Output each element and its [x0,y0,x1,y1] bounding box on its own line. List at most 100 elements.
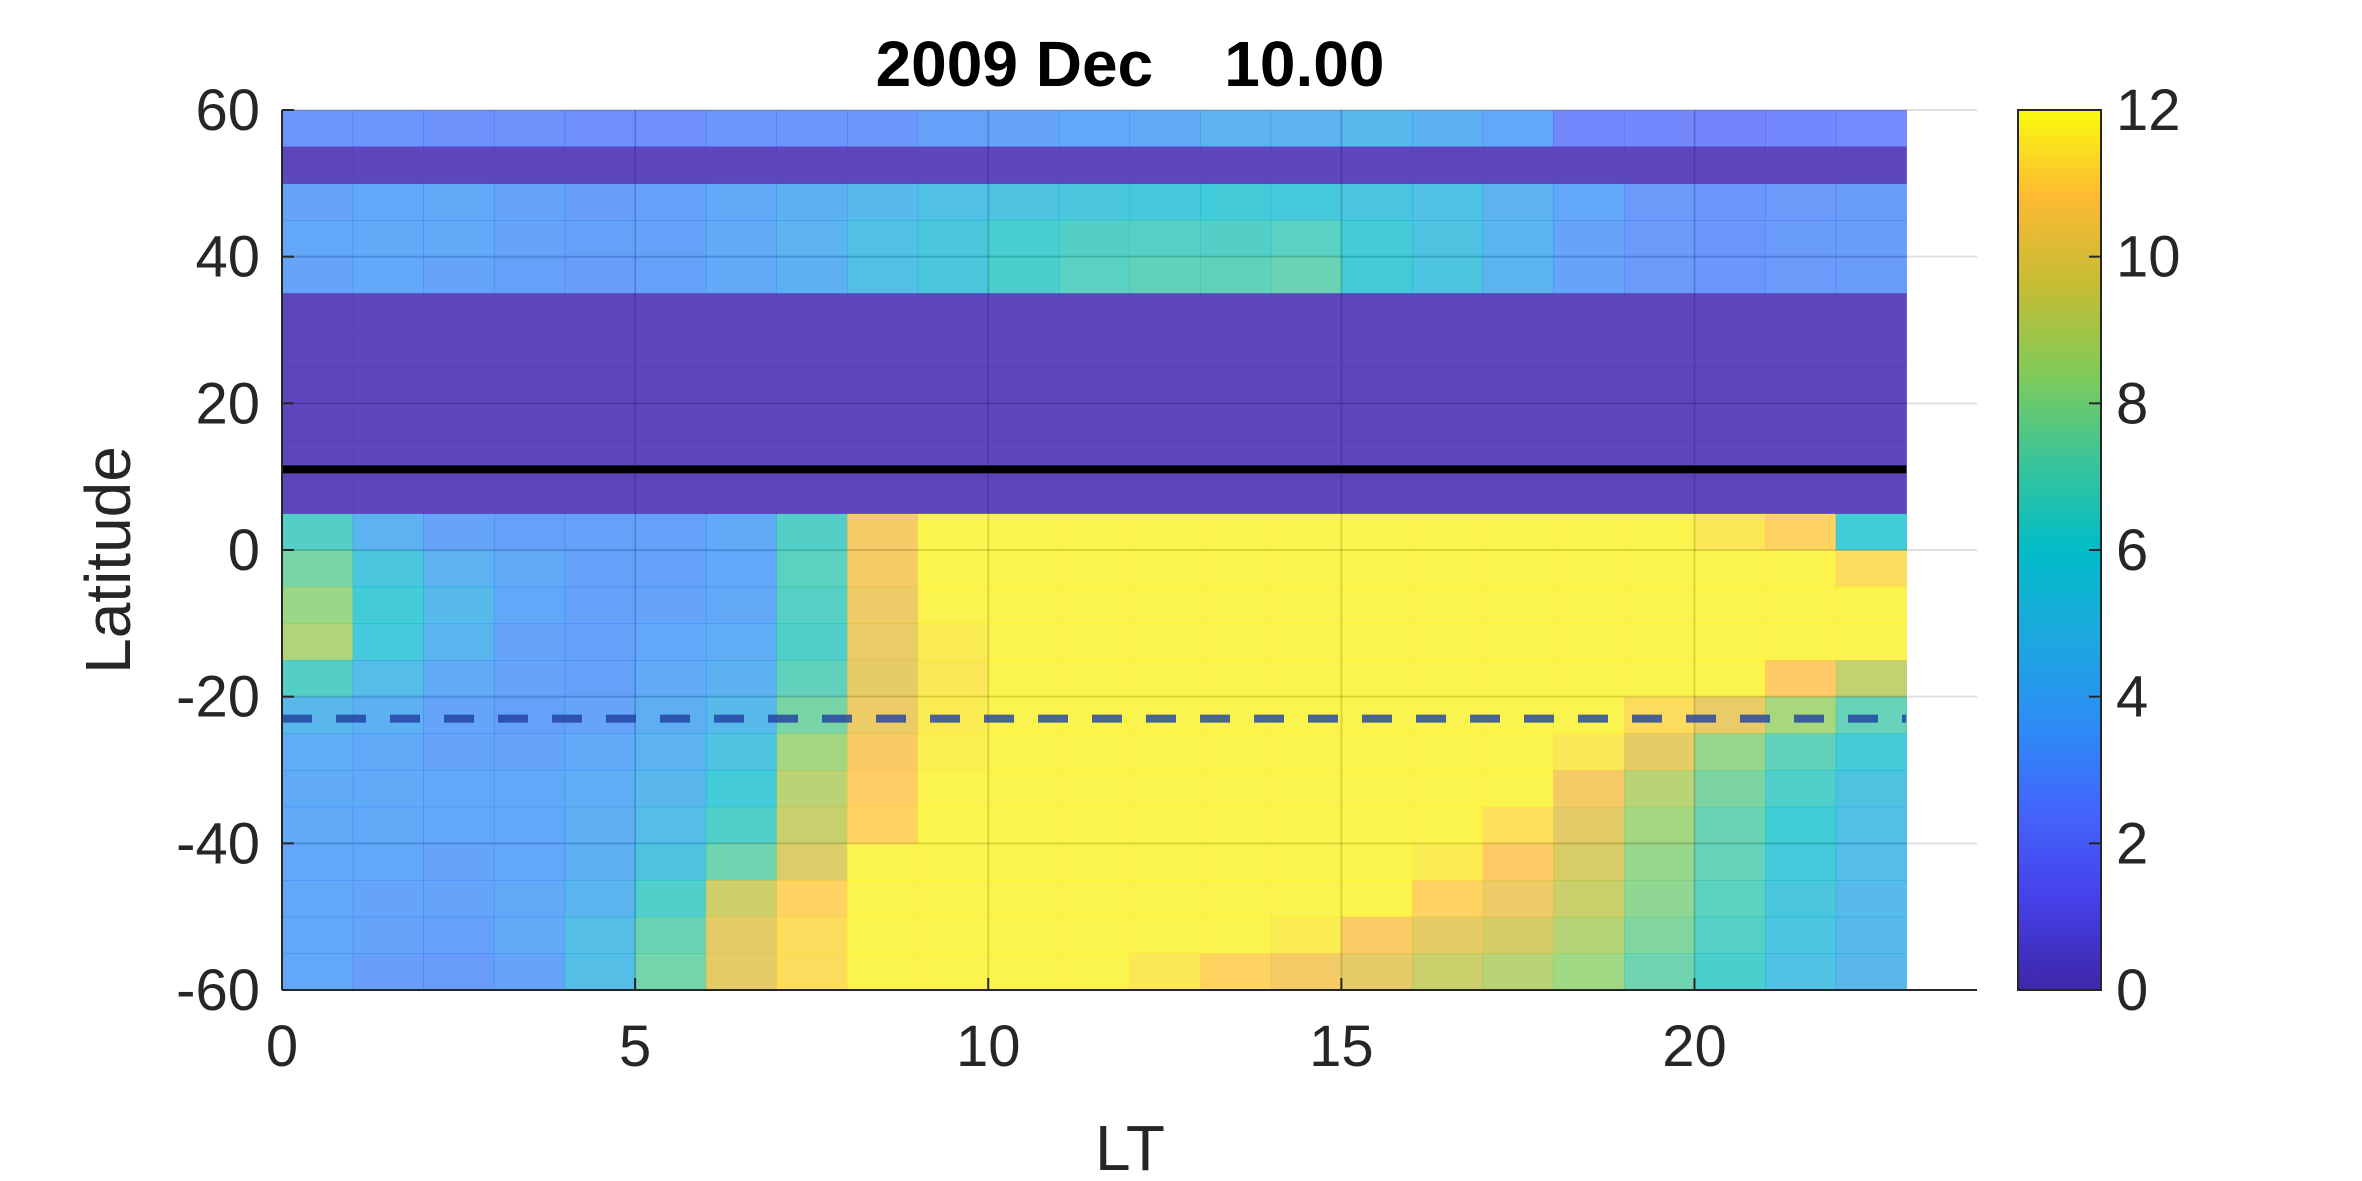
heatmap-cell [1200,586,1272,624]
colorbar [2017,109,2102,991]
heatmap-cell [1623,660,1696,698]
heatmap-cell [1835,733,1907,771]
heatmap-cell [988,110,1060,148]
heatmap-cell [705,513,777,551]
heatmap-cell [1270,183,1342,221]
heatmap-cell [776,110,848,148]
heatmap-cell [1270,220,1342,258]
heatmap-cell [423,183,495,221]
x-tick-label: 0 [266,1014,298,1079]
reference-lines [282,465,1907,723]
heatmap-cell [282,733,354,771]
heatmap-cell [917,513,989,551]
heatmap-cell [1694,256,1766,294]
heatmap-cell [847,806,919,844]
heatmap-cell [1694,220,1766,258]
heatmap-cell [1623,806,1696,844]
heatmap-cell [564,660,636,698]
heatmap-cell [635,586,707,624]
heatmap-cell [1412,770,1484,808]
heatmap-cell [1765,220,1837,258]
heatmap-cell [564,806,636,844]
heatmap-cell [847,110,919,148]
heatmap-cell [1270,586,1342,624]
heatmap-cell [988,550,1060,588]
x-tick-label: 5 [619,1014,651,1079]
heatmap-cell [1694,770,1766,808]
heatmap-cell [1200,916,1272,954]
heatmap-cell [493,256,566,294]
y-tick-label: 40 [195,225,260,290]
heatmap-cell [1341,733,1413,771]
heatmap-cell [493,660,566,698]
heatmap-cell [423,660,495,698]
heatmap-cell [776,953,848,991]
heatmap-cell [1200,550,1272,588]
heatmap-cell [1200,953,1272,991]
heatmap-cell [1765,843,1837,881]
heatmap-cell [282,513,354,551]
heatmap-cell [917,806,989,844]
heatmap-cell [1835,623,1907,661]
heatmap-cell [282,806,354,844]
heatmap-cell [1482,806,1554,844]
heatmap-cell [1129,880,1201,918]
heatmap-cell [635,550,707,588]
heatmap-cell [1835,880,1907,918]
heatmap-cell [1623,916,1696,954]
heatmap-cell [917,843,989,881]
heatmap-cell [1623,586,1696,624]
heatmap-cell [1835,660,1907,698]
heatmap-cell [1129,660,1201,698]
heatmap-cell [635,513,707,551]
heatmap-cell [988,733,1060,771]
heatmap-cell [493,916,566,954]
heatmap-cell [776,183,848,221]
heatmap-cell [1412,843,1484,881]
heatmap-cell [1412,953,1484,991]
heatmap-cell [847,770,919,808]
heatmap-cell [1694,623,1766,661]
heatmap-cell [776,806,848,844]
heatmap-cell [1341,550,1413,588]
heatmap-cell [1765,880,1837,918]
heatmap-cell [352,660,424,698]
x-tick-labels: 0 5 10 15 20 [266,978,1727,1079]
heatmap-cell [776,733,848,771]
heatmap-cell [1129,770,1201,808]
heatmap-cell [1058,220,1131,258]
heatmap-cell [1553,843,1625,881]
heatmap-cell [1835,110,1907,148]
heatmap-cell [1482,733,1554,771]
heatmap-cell [988,220,1060,258]
heatmap-cell [635,183,707,221]
heatmap-cell [564,256,636,294]
heatmap-cell [1200,256,1272,294]
heatmap-cell [423,256,495,294]
heatmap-cell [1694,513,1766,551]
heatmap-cell [1270,550,1342,588]
heatmap-cell [1412,550,1484,588]
heatmap-cell [1200,110,1272,148]
heatmap-cell [1200,733,1272,771]
chart-title: 2009 Dec 10.00 [876,28,1385,100]
heatmap-cell [1694,586,1766,624]
heatmap-cell [423,110,495,148]
heatmap-cell [1058,513,1131,551]
heatmap-cell [1482,220,1554,258]
heatmap-cell [1482,916,1554,954]
heatmap-cell [917,660,989,698]
heatmap-cell [352,623,424,661]
heatmap-cell [1412,220,1484,258]
heatmap-cell [1129,623,1201,661]
heatmap-cell [1341,623,1413,661]
heatmap-cell [1200,183,1272,221]
y-tick-label: -40 [176,811,260,876]
heatmap-cell [988,843,1060,881]
colorbar-tick-label: 12 [2116,78,2181,143]
heatmap-cell [705,660,777,698]
heatmap-cell [1694,880,1766,918]
heatmap-cell [1553,733,1625,771]
